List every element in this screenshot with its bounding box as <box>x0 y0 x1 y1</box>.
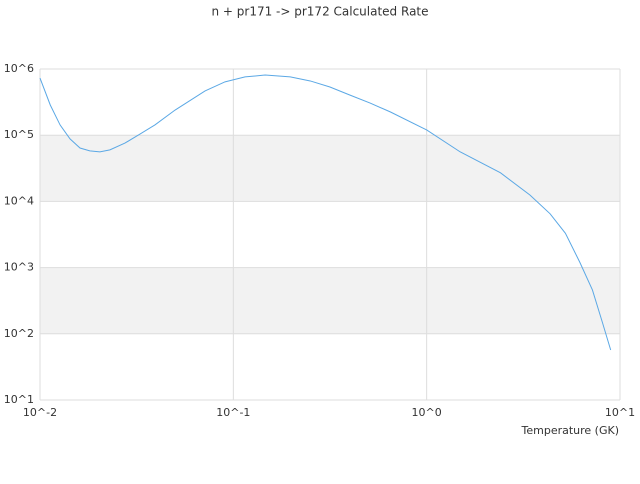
y-tick-label: 10^2 <box>4 327 34 340</box>
x-tick-label: 10^0 <box>412 406 442 419</box>
y-tick-label: 10^6 <box>4 62 34 75</box>
x-tick-label: 10^-1 <box>216 406 250 419</box>
chart-title: n + pr171 -> pr172 Calculated Rate <box>211 5 428 19</box>
y-tick-label: 10^5 <box>4 128 34 141</box>
grid-band <box>40 135 620 202</box>
x-axis-label: Temperature (GK) <box>521 424 620 437</box>
y-tick-label: 10^1 <box>4 393 34 406</box>
grid-band <box>40 267 620 334</box>
y-tick-label: 10^4 <box>4 194 34 207</box>
x-tick-label: 10^-2 <box>23 406 57 419</box>
y-tick-label: 10^3 <box>4 261 34 274</box>
x-tick-label: 10^1 <box>605 406 635 419</box>
series-line <box>39 74 612 351</box>
